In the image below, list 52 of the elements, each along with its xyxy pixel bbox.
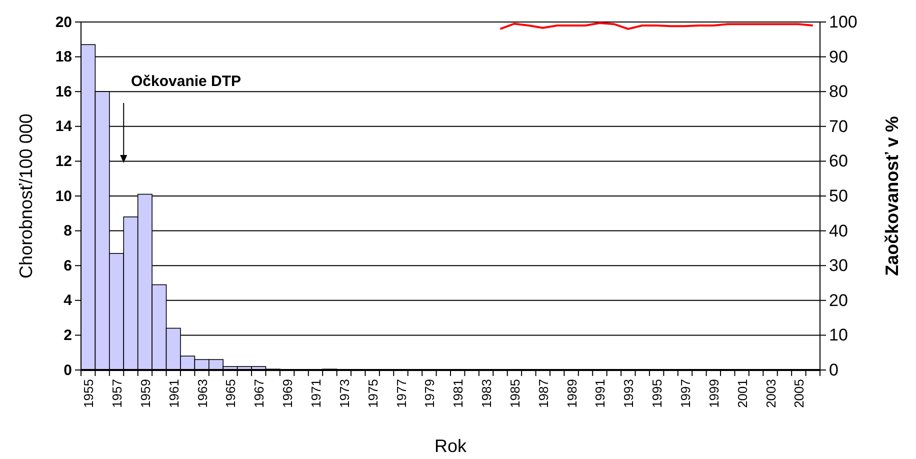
x-tick-label: 1963: [194, 379, 210, 408]
y-axis-title: Chorobnosť/100 000: [16, 114, 36, 278]
y2-tick-label: 70: [829, 116, 848, 136]
x-tick-label: 1969: [280, 379, 296, 408]
y2-tick-label: 10: [829, 326, 848, 345]
x-tick-label: 1995: [650, 379, 665, 408]
x-tick-label: 1981: [450, 379, 466, 408]
y2-tick-label: 0: [829, 360, 838, 380]
x-tick-label: 1957: [110, 379, 125, 408]
y2-tick-label: 80: [829, 82, 848, 102]
y-tick-label: 20: [55, 14, 72, 31]
annotation: Očkovanie DTP: [131, 73, 242, 90]
y-tick-label: 12: [55, 153, 72, 170]
x-tick-label: 1959: [138, 379, 153, 408]
y2-tick-label: 40: [829, 221, 848, 240]
y-tick-label: 4: [64, 292, 73, 310]
y2-tick-label: 50: [829, 186, 848, 206]
y-tick-label: 0: [64, 362, 72, 379]
y2-axis-title: Zaočkovanosť v %: [882, 116, 902, 276]
x-tick-label: 1993: [621, 379, 636, 408]
y2-tick-label: 100: [829, 12, 858, 32]
y-tick-label: 16: [55, 83, 72, 100]
x-tick-label: 1999: [706, 379, 722, 408]
x-tick-label: 1997: [678, 379, 693, 408]
y-tick-label: 18: [55, 48, 72, 66]
x-tick-label: 1955: [81, 379, 96, 408]
y-tick-label: 2: [64, 327, 72, 344]
x-tick-label: 1985: [507, 379, 522, 408]
x-tick-label: 1977: [394, 379, 409, 408]
y2-tick-label: 20: [829, 290, 848, 310]
x-tick-label: 1971: [308, 379, 324, 408]
x-tick-label: 1987: [536, 379, 551, 408]
x-tick-label: 2003: [763, 379, 778, 408]
y2-tick-label: 90: [829, 47, 848, 66]
x-tick-label: 1991: [592, 379, 608, 408]
x-tick-label: 1979: [422, 379, 438, 408]
x-tick-label: 1973: [336, 379, 352, 408]
y2-tick-label: 60: [829, 152, 848, 171]
x-tick-label: 1967: [252, 379, 267, 408]
y2-tick-label: 30: [829, 256, 848, 276]
y-tick-label: 14: [55, 118, 73, 136]
y-tick-label: 10: [55, 188, 72, 205]
x-tick-label: 2001: [734, 379, 750, 408]
x-axis-title: Rok: [434, 436, 468, 456]
x-tick-label: 1961: [166, 379, 182, 408]
y-tick-label: 6: [64, 257, 72, 274]
x-tick-label: 1975: [365, 379, 380, 408]
y-tick-label: 8: [64, 222, 72, 240]
x-tick-label: 2005: [792, 379, 807, 408]
x-tick-label: 1989: [564, 379, 580, 408]
x-tick-label: 1965: [223, 379, 238, 408]
x-tick-label: 1983: [479, 379, 494, 408]
